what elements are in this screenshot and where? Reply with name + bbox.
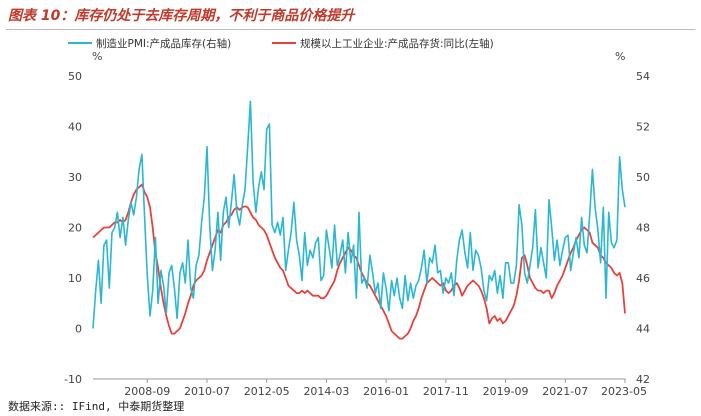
series-line-inventory-yoy (92, 183, 626, 340)
x-tick-label: 2023-05 (601, 385, 647, 398)
x-axis-ticks: 2008-09 2010-07 2012-05 2014-03 2016-01 2017-… (124, 379, 647, 398)
x-tick-label: 2010-07 (184, 385, 230, 398)
right-tick-label: 52 (636, 121, 650, 134)
right-tick-label: 54 (636, 70, 650, 83)
left-axis-unit: % (92, 50, 102, 63)
x-tick-label: 2017-11 (423, 385, 469, 398)
left-tick-label: 30 (68, 171, 82, 184)
left-tick-label: 0 (75, 323, 82, 336)
left-tick-label: 40 (68, 121, 82, 134)
legend: 制造业PMI:产成品库存(右轴) 规模以上工业企业:产成品存货:同比(左轴) (68, 37, 494, 50)
x-tick-label: 2008-09 (124, 385, 170, 398)
right-tick-label: 42 (636, 373, 650, 386)
right-axis-unit: % (615, 50, 625, 63)
right-tick-label: 50 (636, 171, 650, 184)
right-tick-label: 44 (636, 323, 650, 336)
legend-label-yoy: 规模以上工业企业:产成品存货:同比(左轴) (300, 37, 494, 50)
x-tick-label: 2016-01 (363, 385, 409, 398)
left-tick-label: 50 (68, 70, 82, 83)
right-tick-label: 48 (636, 222, 650, 235)
left-tick-label: 10 (68, 272, 82, 285)
legend-label-pmi: 制造业PMI:产成品库存(右轴) (96, 37, 231, 50)
title-divider (6, 29, 695, 30)
chart-title: 图表 10：库存仍处于去库存周期，不利于商品价格提升 (8, 8, 355, 24)
left-axis-ticks: -10 0 10 20 30 40 50 (64, 70, 82, 386)
series-line-pmi-inventory (92, 100, 626, 329)
right-tick-label: 46 (636, 272, 650, 285)
x-tick-label: 2019-09 (483, 385, 529, 398)
x-tick-label: 2014-03 (303, 385, 349, 398)
left-tick-label: 20 (68, 222, 82, 235)
series-layer (92, 100, 626, 340)
x-tick-label: 2012-05 (244, 385, 290, 398)
right-axis-ticks: 42 44 46 48 50 52 54 (636, 70, 650, 386)
x-tick-label: 2021-07 (542, 385, 588, 398)
left-tick-label: -10 (64, 373, 82, 386)
source-note: 数据来源:: IFind, 中泰期货整理 (8, 400, 185, 413)
